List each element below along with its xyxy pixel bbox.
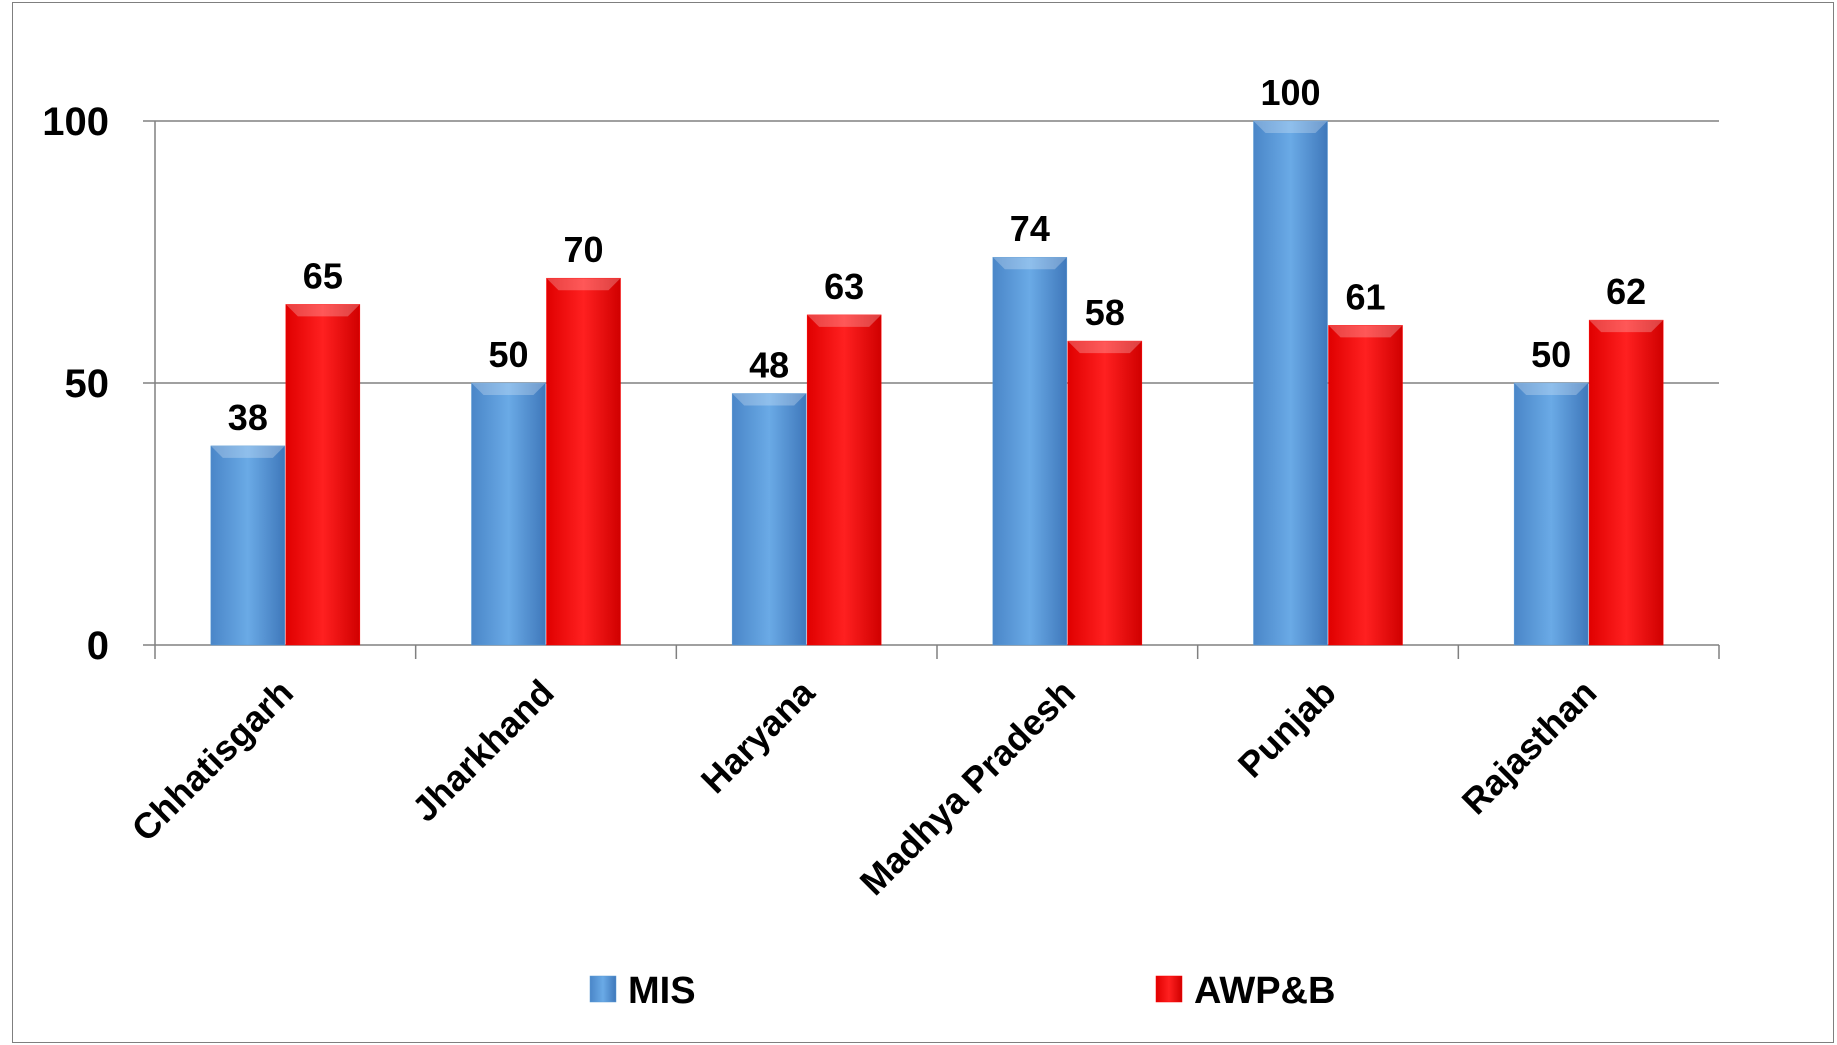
y-tick-label: 100 <box>42 100 109 144</box>
bar-bevel <box>1067 341 1142 354</box>
bar-bevel <box>992 257 1067 270</box>
bar-bevel <box>285 304 360 317</box>
bar-bevel <box>1514 383 1589 395</box>
bar-bevel <box>732 393 807 406</box>
y-tick-label: 0 <box>87 624 109 668</box>
bar-mis <box>1253 120 1328 646</box>
legend-swatch-awpb <box>1155 975 1183 1003</box>
bars <box>210 120 1664 646</box>
bar-mis <box>992 256 1068 646</box>
bar-awpb <box>285 304 361 646</box>
data-label: 63 <box>824 266 864 307</box>
data-label: 61 <box>1345 276 1385 317</box>
bar-awpb <box>1588 319 1664 646</box>
gridlines <box>155 120 1719 384</box>
data-label: 38 <box>228 397 268 438</box>
data-label: 48 <box>749 344 789 385</box>
bar-awpb <box>1328 325 1403 646</box>
category-label: Madhya Pradesh <box>852 672 1083 903</box>
category-label: Rajasthan <box>1454 672 1605 823</box>
data-label: 100 <box>1260 72 1320 113</box>
data-label: 65 <box>303 255 343 296</box>
legend-label: AWP&B <box>1194 970 1335 1012</box>
legend-swatch-mis <box>589 975 617 1003</box>
legend: MIS AWP&B <box>589 970 1335 1012</box>
data-label: 50 <box>1531 334 1571 375</box>
bar-mis <box>471 382 546 646</box>
bar-bevel <box>807 314 882 327</box>
bar-bevel <box>1328 325 1403 338</box>
category-label: Haryana <box>693 671 823 801</box>
category-label: Punjab <box>1230 672 1344 786</box>
bar-mis <box>731 393 807 646</box>
bar-awpb <box>1067 340 1143 646</box>
category-label: Chhatisgarh <box>123 672 301 850</box>
data-label: 58 <box>1085 292 1125 333</box>
data-label: 50 <box>488 334 528 375</box>
bar-bevel <box>210 445 285 458</box>
bar-bevel <box>1589 320 1664 333</box>
axes <box>143 120 1720 659</box>
bar-awpb <box>546 277 621 646</box>
bar-bevel <box>1253 121 1328 133</box>
y-tick-label: 50 <box>65 362 110 406</box>
bar-mis <box>210 445 286 646</box>
data-label: 74 <box>1010 208 1050 249</box>
bar-awpb <box>806 314 882 646</box>
category-label: Jharkhand <box>404 672 562 830</box>
bar-bevel <box>471 383 546 395</box>
bar-bevel <box>546 278 621 291</box>
legend-label: MIS <box>628 970 696 1012</box>
data-label: 62 <box>1606 271 1646 312</box>
data-label: 70 <box>563 229 603 270</box>
bar-mis <box>1513 382 1589 646</box>
